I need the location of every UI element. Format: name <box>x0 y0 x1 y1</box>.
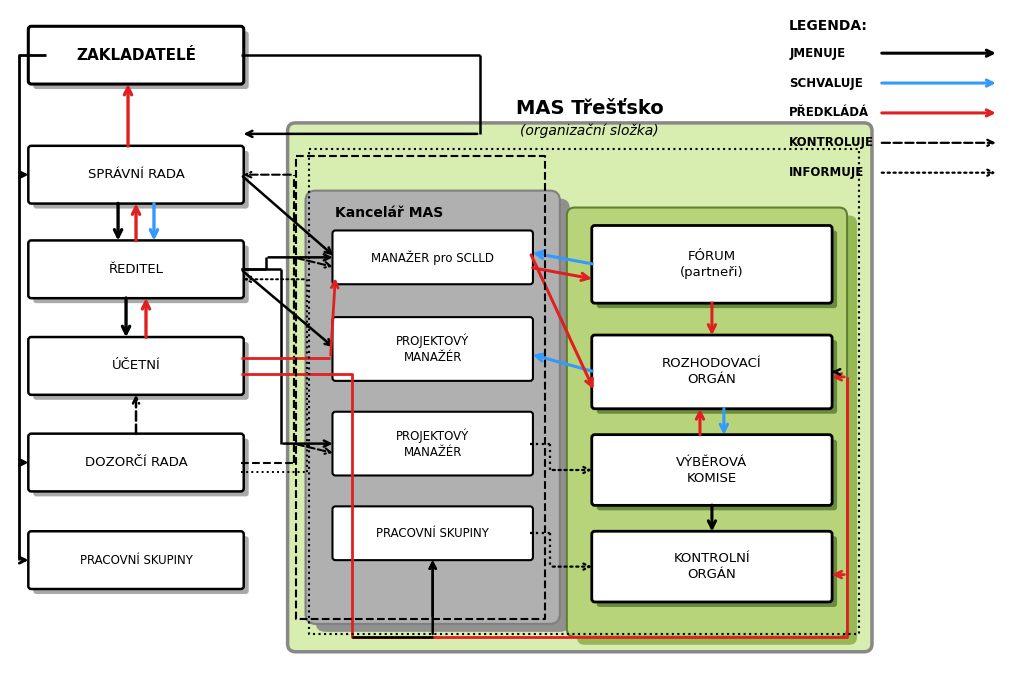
Text: PŘEDKLÁDÁ: PŘEDKLÁDÁ <box>789 107 869 120</box>
Text: PRACOVNÍ SKUPINY: PRACOVNÍ SKUPINY <box>80 554 192 567</box>
FancyBboxPatch shape <box>332 317 533 381</box>
FancyBboxPatch shape <box>576 215 857 645</box>
Text: FÓRUM
(partneři): FÓRUM (partneři) <box>680 250 744 279</box>
FancyBboxPatch shape <box>592 531 832 602</box>
FancyBboxPatch shape <box>597 230 837 308</box>
FancyBboxPatch shape <box>597 536 837 607</box>
FancyBboxPatch shape <box>33 536 249 594</box>
Text: ÚČETNÍ: ÚČETNÍ <box>111 359 160 372</box>
FancyBboxPatch shape <box>332 507 533 560</box>
FancyBboxPatch shape <box>597 340 837 414</box>
Text: ŘEDITEL: ŘEDITEL <box>108 263 163 276</box>
FancyBboxPatch shape <box>28 434 244 491</box>
Text: SPRÁVNÍ RADA: SPRÁVNÍ RADA <box>87 168 184 181</box>
Text: DOZORČÍ RADA: DOZORČÍ RADA <box>85 456 187 469</box>
FancyBboxPatch shape <box>315 199 570 632</box>
FancyBboxPatch shape <box>567 208 847 637</box>
FancyBboxPatch shape <box>592 435 832 505</box>
FancyBboxPatch shape <box>332 412 533 475</box>
FancyBboxPatch shape <box>33 31 249 89</box>
FancyBboxPatch shape <box>337 322 538 386</box>
FancyBboxPatch shape <box>288 123 872 652</box>
FancyBboxPatch shape <box>597 439 837 510</box>
FancyBboxPatch shape <box>332 230 533 284</box>
FancyBboxPatch shape <box>28 337 244 395</box>
FancyBboxPatch shape <box>337 235 538 289</box>
Text: KONTROLNÍ
ORGÁN: KONTROLNÍ ORGÁN <box>674 552 751 581</box>
FancyBboxPatch shape <box>306 190 560 624</box>
Text: (organizační složka): (organizační složka) <box>521 124 659 138</box>
FancyBboxPatch shape <box>33 151 249 208</box>
Text: SCHVALUJE: SCHVALUJE <box>789 77 863 89</box>
Text: PROJEKTOVÝ
MANAŽÉR: PROJEKTOVÝ MANAŽÉR <box>396 334 469 364</box>
FancyBboxPatch shape <box>33 439 249 496</box>
Text: PRACOVNÍ SKUPINY: PRACOVNÍ SKUPINY <box>376 527 489 540</box>
Text: PROJEKTOVÝ
MANAŽÉR: PROJEKTOVÝ MANAŽÉR <box>396 428 469 459</box>
FancyBboxPatch shape <box>337 511 538 565</box>
FancyBboxPatch shape <box>33 246 249 303</box>
Text: Kancelář MAS: Kancelář MAS <box>335 206 444 219</box>
Text: VÝBĚROVÁ
KOMISE: VÝBĚROVÁ KOMISE <box>677 455 748 484</box>
FancyBboxPatch shape <box>337 417 538 480</box>
FancyBboxPatch shape <box>28 26 244 84</box>
Text: ROZHODOVACÍ
ORGÁN: ROZHODOVACÍ ORGÁN <box>663 357 762 386</box>
Text: INFORMUJE: INFORMUJE <box>789 166 864 179</box>
FancyBboxPatch shape <box>592 335 832 409</box>
Text: KONTROLUJE: KONTROLUJE <box>789 136 874 149</box>
Text: LEGENDA:: LEGENDA: <box>789 19 868 33</box>
Text: JMENUJE: JMENUJE <box>789 46 845 60</box>
Text: MAS Třešťsko: MAS Třešťsko <box>516 100 664 118</box>
Text: MANAŽER pro SCLLD: MANAŽER pro SCLLD <box>371 250 494 264</box>
FancyBboxPatch shape <box>28 531 244 589</box>
FancyBboxPatch shape <box>28 146 244 203</box>
Text: ZAKLADATELÉ: ZAKLADATELÉ <box>76 48 197 63</box>
FancyBboxPatch shape <box>28 240 244 298</box>
FancyBboxPatch shape <box>33 342 249 400</box>
FancyBboxPatch shape <box>592 226 832 303</box>
